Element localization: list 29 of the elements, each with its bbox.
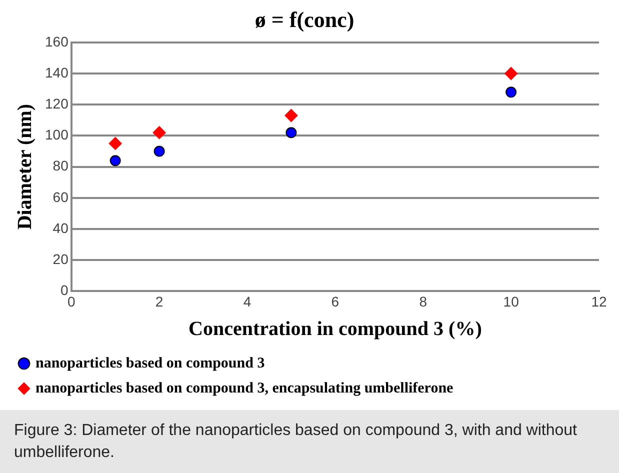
x-tick-label: 4 [243, 293, 252, 310]
point [110, 155, 121, 166]
x-tick-label: 8 [419, 293, 428, 310]
y-axis-title: Diameter (nm) [14, 104, 36, 230]
x-tick-label: 6 [331, 293, 340, 310]
x-tick-label: 10 [503, 293, 520, 310]
legend-label: nanoparticles based on compound 3 [36, 355, 265, 372]
y-tick-label: 40 [52, 220, 69, 236]
chart-title: ø = f(conc) [254, 6, 354, 32]
y-tick-label: 140 [45, 64, 69, 80]
point [154, 146, 165, 157]
x-tick-label: 2 [155, 293, 164, 310]
point [504, 67, 518, 80]
y-tick-label: 20 [52, 250, 69, 267]
point [108, 136, 122, 150]
y-tick-label: 80 [52, 158, 69, 174]
legend-label: nanoparticles based on compound 3, encapsulating umbelliferone [36, 380, 454, 396]
point [152, 126, 166, 140]
caption: Figure 3: Diameter of the nanoparticles based on compound 3, with and without umbelliferone. [0, 410, 619, 473]
x-tick-label: 12 [591, 293, 607, 310]
point [286, 127, 297, 138]
point [506, 86, 517, 98]
y-tick-label: 60 [52, 188, 69, 205]
x-axis-title: Concentration in compound 3 (%) [188, 318, 482, 340]
y-tick-label: 120 [45, 95, 69, 112]
y-tick-label: 0 [60, 282, 69, 298]
y-tick-label: 160 [45, 33, 69, 50]
point [284, 108, 298, 122]
y-tick-label: 100 [45, 126, 69, 143]
